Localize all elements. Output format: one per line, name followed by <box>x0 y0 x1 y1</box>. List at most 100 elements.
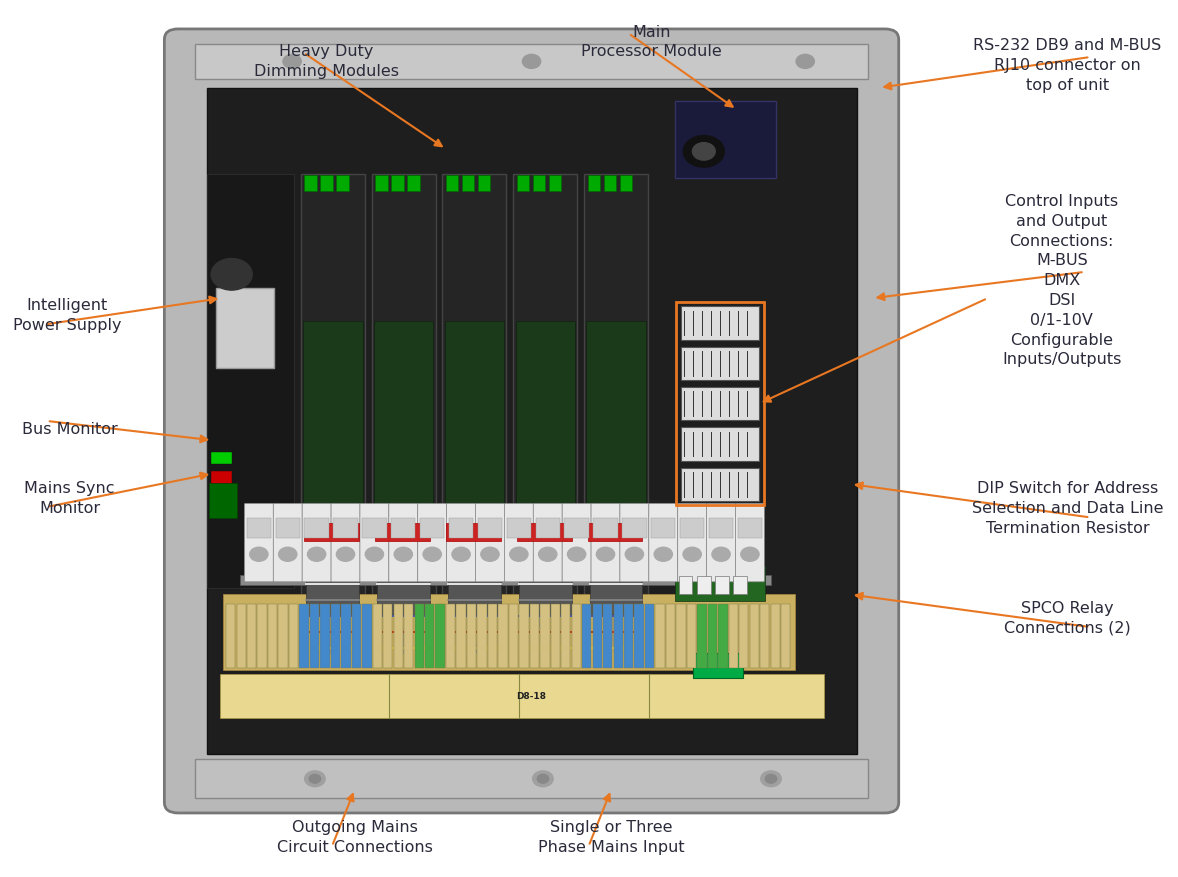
Bar <box>561 604 570 667</box>
FancyBboxPatch shape <box>681 427 759 460</box>
Bar <box>477 604 487 667</box>
Bar <box>206 175 294 588</box>
Bar <box>362 604 371 667</box>
Text: Mains Sync
Monitor: Mains Sync Monitor <box>25 481 115 516</box>
Bar <box>516 321 575 521</box>
Circle shape <box>568 547 585 561</box>
FancyBboxPatch shape <box>244 503 273 581</box>
Bar <box>310 604 319 667</box>
Circle shape <box>452 547 470 561</box>
Bar <box>267 604 277 667</box>
FancyBboxPatch shape <box>649 503 677 581</box>
Bar <box>519 604 529 667</box>
Text: RS-232 DB9 and M-BUS
RJ10 connector on
top of unit: RS-232 DB9 and M-BUS RJ10 connector on t… <box>973 39 1162 93</box>
Bar <box>507 518 531 538</box>
Bar <box>289 604 298 667</box>
Bar <box>436 604 445 667</box>
Bar <box>564 518 589 538</box>
Bar <box>590 561 642 614</box>
Bar <box>445 321 504 521</box>
Circle shape <box>537 774 549 783</box>
Bar <box>320 604 330 667</box>
Circle shape <box>522 54 541 68</box>
FancyBboxPatch shape <box>418 503 446 581</box>
Bar <box>532 175 545 191</box>
Bar <box>211 471 232 483</box>
FancyBboxPatch shape <box>165 29 899 813</box>
Bar <box>655 604 664 667</box>
FancyBboxPatch shape <box>446 503 476 581</box>
Bar <box>211 452 232 464</box>
Bar <box>622 518 647 538</box>
Bar <box>446 604 455 667</box>
Circle shape <box>693 143 715 160</box>
Bar <box>588 175 600 191</box>
FancyBboxPatch shape <box>360 503 389 581</box>
Bar <box>393 604 403 667</box>
Bar <box>303 321 363 521</box>
Circle shape <box>538 547 557 561</box>
Circle shape <box>307 547 326 561</box>
Circle shape <box>337 547 355 561</box>
Bar <box>594 518 617 538</box>
FancyBboxPatch shape <box>677 503 707 581</box>
Bar <box>478 518 502 538</box>
Bar <box>404 604 413 667</box>
Bar <box>675 101 776 178</box>
Bar <box>446 524 501 541</box>
Bar <box>614 604 623 667</box>
Text: Intelligent
Power Supply: Intelligent Power Supply <box>13 298 121 333</box>
Bar <box>342 604 351 667</box>
Bar <box>391 518 416 538</box>
Bar <box>425 604 435 667</box>
Bar <box>276 518 300 538</box>
Bar <box>676 604 686 667</box>
Circle shape <box>712 547 730 561</box>
FancyBboxPatch shape <box>681 467 759 501</box>
Bar <box>377 561 430 614</box>
Bar <box>708 604 717 667</box>
Bar <box>336 175 349 191</box>
Bar <box>304 524 359 541</box>
Bar <box>446 175 458 191</box>
Bar <box>666 604 675 667</box>
Bar <box>687 604 696 667</box>
Bar <box>372 604 382 667</box>
Bar <box>517 175 529 191</box>
Bar <box>679 576 693 594</box>
Bar <box>509 604 518 667</box>
FancyBboxPatch shape <box>273 503 303 581</box>
FancyBboxPatch shape <box>735 503 765 581</box>
Bar <box>462 175 475 191</box>
Bar <box>306 561 359 614</box>
Bar <box>620 175 633 191</box>
Circle shape <box>309 774 320 783</box>
Bar <box>211 490 232 503</box>
Bar <box>498 604 508 667</box>
Bar <box>406 175 419 191</box>
Bar <box>448 561 501 614</box>
Circle shape <box>481 547 499 561</box>
FancyBboxPatch shape <box>707 503 735 581</box>
Circle shape <box>283 54 302 68</box>
Bar <box>693 653 743 678</box>
Circle shape <box>423 547 442 561</box>
Circle shape <box>741 547 759 561</box>
Bar <box>383 604 392 667</box>
Circle shape <box>211 259 252 290</box>
Bar <box>697 576 710 594</box>
Bar <box>584 175 648 654</box>
Text: DIP Switch for Address
Selection and Data Line
Termination Resistor: DIP Switch for Address Selection and Dat… <box>972 481 1163 536</box>
FancyBboxPatch shape <box>681 387 759 420</box>
Bar <box>644 604 654 667</box>
FancyBboxPatch shape <box>331 503 360 581</box>
Bar <box>449 518 474 538</box>
Circle shape <box>596 547 615 561</box>
Text: Main
Processor Module: Main Processor Module <box>581 25 722 60</box>
FancyBboxPatch shape <box>591 503 620 581</box>
Text: Heavy Duty
Dimming Modules: Heavy Duty Dimming Modules <box>253 44 399 79</box>
Bar <box>719 604 728 667</box>
Circle shape <box>766 774 776 783</box>
Bar <box>729 604 739 667</box>
Text: Bus Monitor: Bus Monitor <box>22 422 118 438</box>
